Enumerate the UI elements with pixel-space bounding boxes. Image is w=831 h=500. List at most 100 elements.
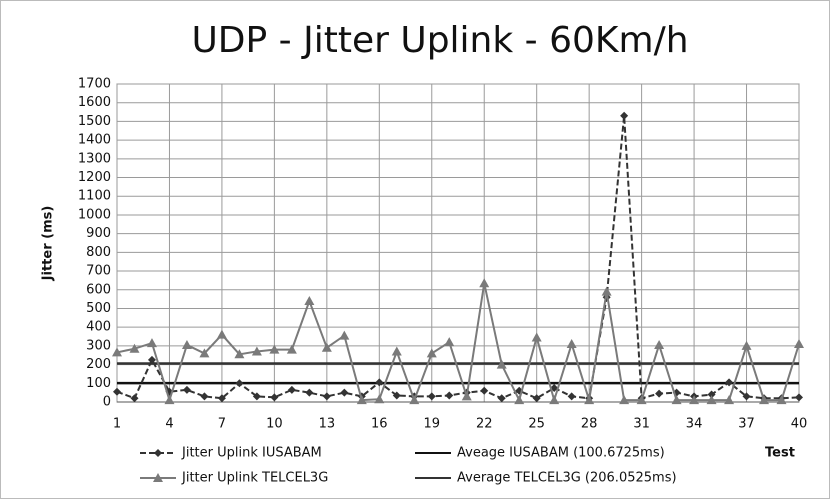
y-tick-label: 1100 [78,189,111,204]
marker [235,379,244,388]
marker [619,395,630,405]
y-tick-label: 1500 [78,114,111,129]
chart-title: UDP - Jitter Uplink - 60Km/h [191,20,688,61]
marker [199,348,210,358]
y-tick-label: 0 [103,395,111,410]
marker [689,395,700,405]
legend-marker [153,473,163,482]
marker [251,346,262,356]
marker [480,386,489,395]
marker [164,395,175,405]
y-tick-label: 400 [86,320,111,335]
x-axis-label: Test [765,446,795,461]
marker [374,394,385,404]
marker [112,347,122,357]
y-tick-label: 200 [86,357,111,372]
marker [514,395,525,405]
y-tick-label: 1300 [78,151,111,166]
marker [339,330,350,340]
marker [427,392,436,401]
marker [129,343,140,353]
legend-label: Aveage IUSABAM (100.6725ms) [457,446,665,461]
x-tick-label: 40 [791,417,808,432]
marker [671,395,682,405]
plot-area [116,83,800,403]
marker [759,395,770,405]
marker [426,348,437,358]
marker [304,295,315,305]
y-tick-label: 1700 [78,77,111,92]
x-tick-label: 19 [423,417,440,432]
marker [584,395,595,405]
y-tick-label: 600 [86,282,111,297]
marker [147,355,156,364]
x-tick-label: 22 [476,417,493,432]
marker [234,349,245,359]
x-tick-label: 4 [165,417,173,432]
marker [252,392,261,401]
x-tick-label: 31 [633,417,650,432]
marker [375,378,384,387]
marker [217,394,226,403]
y-tick-label: 700 [86,264,111,279]
marker [409,395,420,405]
x-tick-label: 25 [528,417,545,432]
marker [356,395,367,405]
series-line [116,115,800,400]
y-tick-label: 500 [86,301,111,316]
legend-marker [154,449,162,457]
marker [636,395,647,405]
marker [724,395,735,405]
marker [794,339,804,349]
x-tick-label: 13 [319,417,336,432]
x-tick-label: 37 [738,417,755,432]
marker [392,391,401,400]
marker [531,332,542,342]
marker [725,378,734,387]
marker [497,394,506,403]
marker [549,395,560,405]
legend-label: Jitter Uplink TELCEL3G [181,471,328,486]
marker [182,385,191,394]
marker [479,278,490,288]
marker [496,359,507,369]
x-tick-label: 16 [371,417,388,432]
legend-label: Average TELCEL3G (206.0525ms) [457,471,677,486]
marker [286,344,297,354]
marker [776,395,787,405]
marker [391,346,402,356]
series-line [116,283,800,404]
marker [742,392,751,401]
y-tick-label: 100 [86,376,111,391]
marker [321,342,332,352]
marker [200,392,209,401]
marker [655,389,664,398]
y-tick-label: 1000 [78,207,111,222]
marker [741,340,752,350]
marker [113,387,121,396]
x-tick-label: 10 [266,417,283,432]
marker [461,391,472,401]
y-axis-label: Jitter (ms) [41,206,56,282]
marker [532,394,541,403]
marker [269,344,280,354]
y-tick-label: 800 [86,245,111,260]
x-tick-label: 1 [113,417,121,432]
marker [322,392,331,401]
marker [146,338,157,348]
y-tick-label: 900 [86,226,111,241]
marker [181,339,192,349]
y-tick-label: 1200 [78,170,111,185]
marker [340,388,349,397]
marker [130,394,139,403]
marker [654,339,665,349]
marker [707,390,716,399]
marker [566,339,577,349]
marker [287,385,296,394]
legend-label: Jitter Uplink IUSABAM [181,446,322,461]
marker [270,393,279,402]
marker [706,395,717,405]
marker [620,111,629,120]
y-tick-label: 300 [86,338,111,353]
